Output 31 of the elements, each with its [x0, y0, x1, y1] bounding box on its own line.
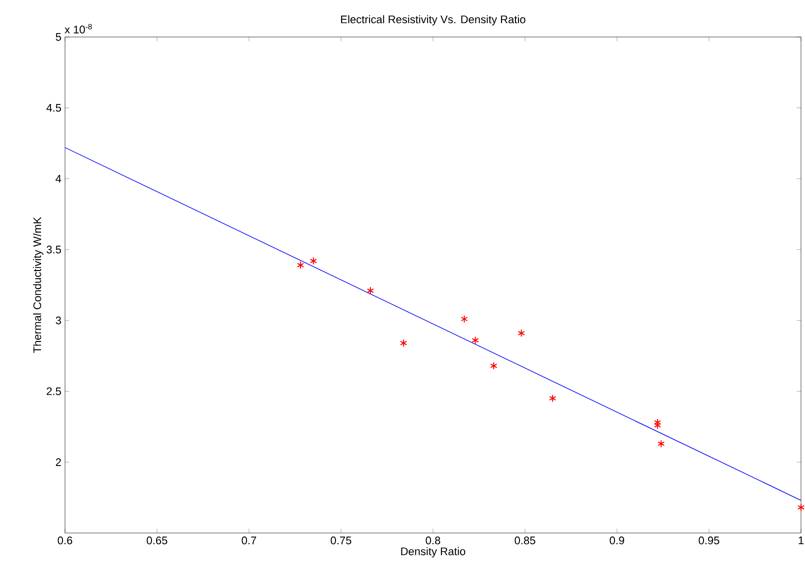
x-tick-label: 0.65 [146, 536, 168, 544]
x-tick-label: 0.95 [698, 536, 720, 544]
point [549, 394, 556, 402]
x-tick-label: 0.8 [426, 536, 440, 544]
y-tick-label: 2 [56, 458, 61, 466]
y-tick-label: 2.5 [46, 387, 62, 396]
point [310, 256, 317, 265]
point [400, 339, 408, 348]
y-tick-label: 4.5 [46, 104, 62, 112]
point [658, 440, 665, 448]
point [797, 503, 805, 512]
y-tick-label: 4 [56, 174, 62, 182]
y-axis-title: Thermal Conductivity W/mK [33, 216, 44, 353]
x-tick-label: 0.75 [330, 536, 352, 544]
x-tick-label: 0.6 [58, 536, 72, 544]
x-tick-label: 0.85 [514, 536, 536, 544]
chart-title: Electrical Resistivity Vs. Density Ratio [341, 15, 526, 26]
point [472, 336, 479, 344]
x-tick-label: 1 [798, 536, 804, 544]
point [296, 261, 304, 270]
x-axis-title: Density Ratio [401, 547, 466, 558]
text: x 10$^{-8}$ [64, 24, 92, 34]
x-tick-label: 0.7 [242, 536, 256, 544]
point [518, 329, 525, 338]
y-tick-label: 3 [56, 316, 61, 324]
y-tick-label: 5 [56, 33, 62, 41]
point [490, 362, 498, 370]
point [460, 315, 468, 323]
point [366, 286, 374, 295]
x-tick-label: 0.9 [610, 536, 624, 544]
y-tick-label: 3.5 [46, 246, 62, 254]
